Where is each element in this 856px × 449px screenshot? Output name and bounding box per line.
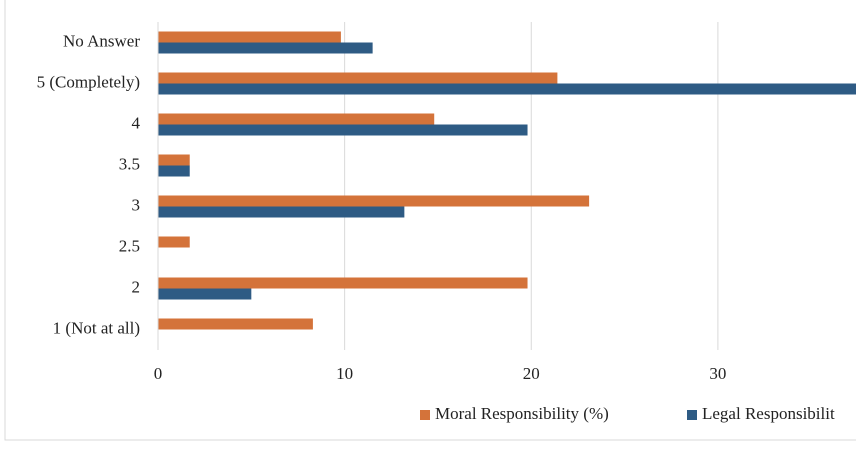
legend-swatch — [687, 410, 697, 420]
legend-swatch — [420, 410, 430, 420]
bar — [158, 42, 373, 54]
bar — [158, 288, 252, 300]
x-tick-label: 0 — [154, 364, 163, 383]
y-tick-label: No Answer — [63, 31, 140, 50]
bar — [158, 113, 435, 125]
y-tick-label: 3 — [132, 195, 141, 214]
bar — [158, 195, 590, 207]
bar — [158, 124, 528, 136]
chart-frame — [4, 0, 856, 441]
legend-label: Moral Responsibility (%) — [435, 404, 609, 423]
x-tick-label: 30 — [709, 364, 726, 383]
y-tick-label: 4 — [132, 113, 141, 132]
x-tick-label: 10 — [336, 364, 353, 383]
y-tick-label: 2 — [132, 277, 141, 296]
bar — [158, 31, 341, 43]
y-tick-label: 3.5 — [119, 154, 140, 173]
y-tick-label: 2.5 — [119, 236, 140, 255]
y-tick-label: 5 (Completely) — [37, 72, 140, 91]
legend-label: Legal Responsibilit — [702, 404, 835, 423]
bar — [158, 236, 190, 248]
y-tick-label: 1 (Not at all) — [53, 318, 140, 337]
bar — [158, 206, 405, 218]
bar — [158, 165, 190, 177]
bar — [158, 318, 313, 330]
bar — [158, 277, 528, 289]
bar — [158, 83, 856, 95]
x-tick-label: 20 — [523, 364, 540, 383]
bar — [158, 154, 190, 166]
bar — [158, 72, 558, 84]
bars — [158, 31, 856, 330]
